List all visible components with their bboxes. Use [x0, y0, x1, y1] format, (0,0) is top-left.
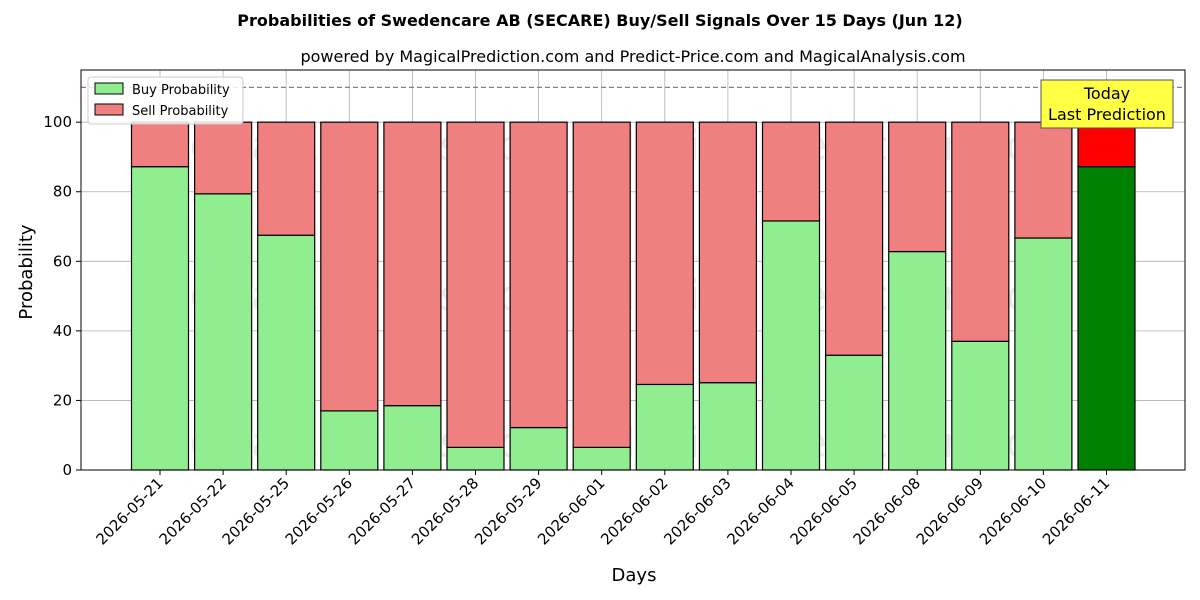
bar-sell-2026-05-25 — [257, 121, 316, 236]
bar-buy-2026-05-28 — [446, 446, 505, 471]
bar-buy-2026-05-29 — [509, 426, 568, 471]
x-tick-label-4: 2026-05-27 — [345, 474, 419, 548]
today-callout-line2: Last Prediction — [1048, 105, 1166, 124]
x-tick-label-12: 2026-06-08 — [850, 474, 924, 548]
bar-buy-2026-06-09 — [951, 340, 1010, 471]
bar-buy-2026-06-03 — [698, 382, 758, 471]
bar-sell-2026-06-11 — [1077, 121, 1136, 168]
bar-buy-2026-06-02 — [635, 383, 694, 471]
y-tick-label-0: 0 — [62, 461, 72, 479]
x-tick-label-10: 2026-06-04 — [723, 474, 797, 548]
bar-sell-2026-06-02 — [635, 121, 694, 386]
y-tick-label-2: 40 — [53, 322, 72, 340]
x-tick-label-2: 2026-05-25 — [219, 474, 293, 548]
y-tick-label-4: 80 — [53, 183, 72, 201]
today-callout: Today Last Prediction — [1040, 79, 1174, 129]
x-tick-label-1: 2026-05-22 — [156, 474, 230, 548]
bar-buy-2026-05-25 — [257, 234, 316, 471]
x-tick-label-5: 2026-05-28 — [408, 474, 482, 548]
x-tick-label-3: 2026-05-26 — [282, 474, 356, 548]
bar-buy-2026-06-11 — [1077, 166, 1136, 471]
bar-buy-2026-05-26 — [320, 410, 379, 471]
x-axis-label: Days — [612, 565, 657, 586]
legend-label-sell: Sell Probability — [132, 104, 229, 119]
legend: Buy Probability Sell Probability — [87, 76, 244, 125]
bar-sell-2026-06-10 — [1014, 121, 1073, 239]
today-callout-box — [1040, 79, 1174, 129]
x-tick-label-14: 2026-06-10 — [976, 474, 1050, 548]
chart-title: Probabilities of Swedencare AB (SECARE) … — [237, 11, 962, 30]
y-tick-label-1: 20 — [53, 391, 72, 409]
x-tick-label-15: 2026-06-11 — [1039, 474, 1113, 548]
legend-swatch-buy — [94, 82, 124, 95]
axis-layer — [80, 69, 1186, 471]
x-tick-label-6: 2026-05-29 — [471, 474, 545, 548]
legend-swatch-sell — [94, 103, 124, 116]
y-tick-label-3: 60 — [53, 252, 72, 270]
bar-buy-2026-06-04 — [761, 220, 821, 471]
bar-buy-2026-05-21 — [130, 166, 190, 471]
bar-sell-2026-06-03 — [698, 121, 758, 384]
bar-sell-2026-06-04 — [761, 121, 821, 222]
bar-sell-2026-06-01 — [572, 121, 631, 448]
x-tick-label-7: 2026-06-01 — [534, 474, 608, 548]
bar-buy-2026-06-05 — [824, 354, 884, 471]
bar-sell-2026-05-22 — [194, 121, 253, 195]
x-tick-label-11: 2026-06-05 — [787, 474, 861, 548]
x-tick-label-13: 2026-06-09 — [913, 474, 987, 548]
bar-sell-2026-05-21 — [130, 121, 190, 168]
chart-subtitle: powered by MagicalPrediction.com and Pre… — [300, 47, 965, 66]
bar-buy-2026-06-08 — [888, 250, 947, 471]
plot-frame — [80, 69, 1186, 471]
bar-buy-2026-05-22 — [194, 193, 253, 471]
x-tick-label-8: 2026-06-02 — [597, 474, 671, 548]
bar-sell-2026-05-28 — [446, 121, 505, 448]
bar-sell-2026-05-27 — [383, 121, 442, 407]
bar-buy-2026-06-10 — [1014, 237, 1073, 471]
x-tick-label-9: 2026-06-03 — [660, 474, 734, 548]
x-tick-label-0: 2026-05-21 — [92, 474, 166, 548]
bar-sell-2026-06-08 — [888, 121, 947, 253]
bar-buy-2026-05-27 — [383, 405, 442, 471]
bar-sell-2026-05-26 — [320, 121, 379, 412]
today-callout-line1: Today — [1083, 84, 1130, 103]
bar-layer — [130, 121, 1136, 471]
bar-buy-2026-06-01 — [572, 446, 631, 471]
legend-box — [87, 76, 244, 125]
bar-sell-2026-06-05 — [824, 121, 884, 356]
legend-label-buy: Buy Probability — [132, 83, 230, 98]
y-axis-label: Probability — [16, 224, 37, 319]
bar-sell-2026-06-09 — [951, 121, 1010, 342]
y-tick-label-5: 100 — [43, 113, 72, 131]
bar-sell-2026-05-29 — [509, 121, 568, 429]
